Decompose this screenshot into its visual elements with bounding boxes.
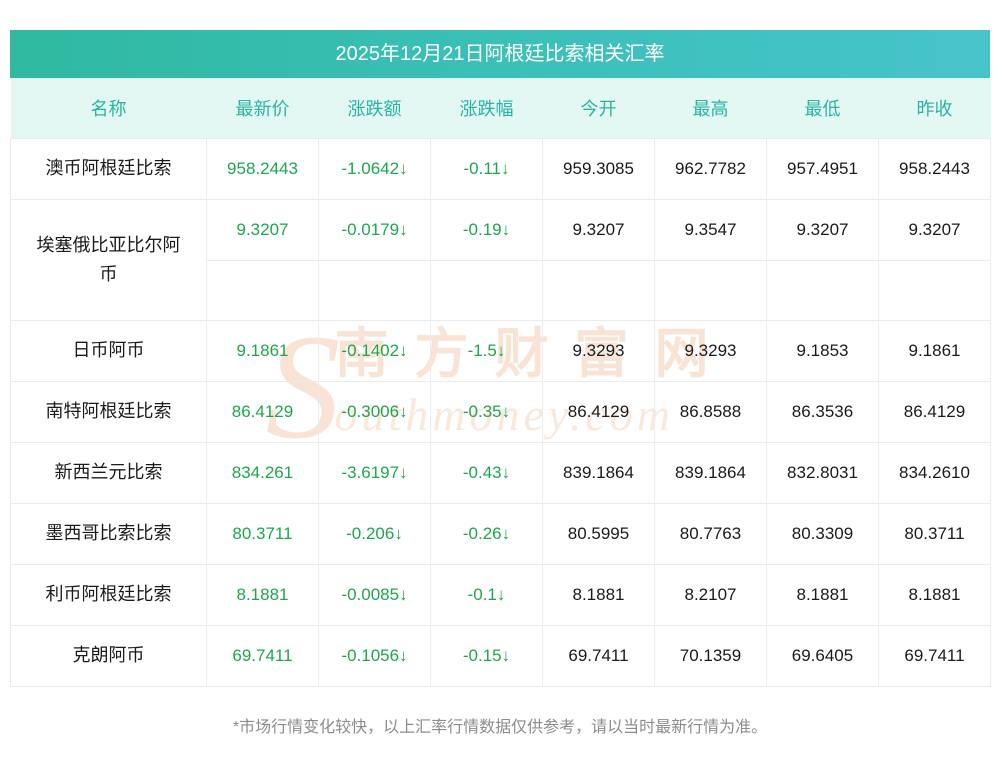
column-header-latest-price: 最新价 [206, 78, 319, 138]
change-percent: -0.35↓ [430, 380, 543, 443]
change-amount: -1.0642↓ [318, 137, 431, 200]
open-price: 9.3207 [542, 198, 655, 261]
column-header-name: 名称 [10, 78, 207, 138]
prev-close-price: 958.2443 [878, 137, 991, 200]
low-price: 957.4951 [766, 137, 879, 200]
column-header-low: 最低 [766, 78, 879, 138]
change-amount: -0.0179↓ [318, 198, 431, 261]
change-percent: -0.11↓ [430, 137, 543, 200]
latest-price: 69.7411 [206, 624, 319, 687]
currency-name: 埃塞俄比亚比尔阿币 [10, 198, 207, 321]
prev-close-price: 80.3711 [878, 502, 991, 565]
low-price: 9.1853 [766, 319, 879, 382]
table-row: 埃塞俄比亚比尔阿币 9.3207 -0.0179↓ -0.19↓ 9.3207 … [10, 198, 991, 321]
column-header-high: 最高 [654, 78, 767, 138]
change-amount: -0.1056↓ [318, 624, 431, 687]
change-percent: -0.19↓ [430, 198, 543, 261]
empty-cell [766, 259, 879, 321]
change-amount: -0.3006↓ [318, 380, 431, 443]
latest-price: 86.4129 [206, 380, 319, 443]
exchange-rate-table: 名称 最新价 涨跌额 涨跌幅 今开 最高 最低 昨收 澳币阿根廷比索 958.2… [10, 78, 991, 687]
prev-close-price: 8.1881 [878, 563, 991, 626]
latest-price: 80.3711 [206, 502, 319, 565]
empty-cell [542, 259, 655, 321]
change-amount: -0.1402↓ [318, 319, 431, 382]
column-header-open: 今开 [542, 78, 655, 138]
latest-price: 8.1881 [206, 563, 319, 626]
open-price: 839.1864 [542, 441, 655, 504]
low-price: 69.6405 [766, 624, 879, 687]
change-amount: -3.6197↓ [318, 441, 431, 504]
table-row: 利币阿根廷比索 8.1881 -0.0085↓ -0.1↓ 8.1881 8.2… [10, 563, 991, 626]
header-row: 名称 最新价 涨跌额 涨跌幅 今开 最高 最低 昨收 [10, 78, 991, 138]
change-percent: -0.15↓ [430, 624, 543, 687]
low-price: 86.3536 [766, 380, 879, 443]
disclaimer-note: *市场行情变化较快，以上汇率行情数据仅供参考，请以当时最新行情为准。 [232, 718, 768, 736]
change-amount: -0.0085↓ [318, 563, 431, 626]
change-percent: -0.26↓ [430, 502, 543, 565]
prev-close-price: 9.1861 [878, 319, 991, 382]
low-price: 9.3207 [766, 198, 879, 261]
currency-name: 澳币阿根廷比索 [10, 137, 207, 200]
empty-cell [654, 259, 767, 321]
open-price: 80.5995 [542, 502, 655, 565]
latest-price: 958.2443 [206, 137, 319, 200]
column-header-change-amount: 涨跌额 [318, 78, 431, 138]
currency-name: 利币阿根廷比索 [10, 563, 207, 626]
high-price: 9.3293 [654, 319, 767, 382]
latest-price: 834.261 [206, 441, 319, 504]
change-percent: -1.5↓ [430, 319, 543, 382]
table-header: 名称 最新价 涨跌额 涨跌幅 今开 最高 最低 昨收 [10, 78, 991, 138]
open-price: 86.4129 [542, 380, 655, 443]
prev-close-price: 9.3207 [878, 198, 991, 261]
rate-table-container: 2025年12月21日阿根廷比索相关汇率 名称 最新价 涨跌额 涨跌幅 今开 最… [10, 30, 991, 737]
table-row: 澳币阿根廷比索 958.2443 -1.0642↓ -0.11↓ 959.308… [10, 137, 991, 200]
change-percent: -0.43↓ [430, 441, 543, 504]
high-price: 80.7763 [654, 502, 767, 565]
table-row: 新西兰元比索 834.261 -3.6197↓ -0.43↓ 839.1864 … [10, 441, 991, 504]
column-header-change-percent: 涨跌幅 [430, 78, 543, 138]
table-row: 南特阿根廷比索 86.4129 -0.3006↓ -0.35↓ 86.4129 … [10, 380, 991, 443]
column-header-prev-close: 昨收 [878, 78, 991, 138]
open-price: 69.7411 [542, 624, 655, 687]
low-price: 80.3309 [766, 502, 879, 565]
currency-name: 新西兰元比索 [10, 441, 207, 504]
empty-cell [878, 259, 991, 321]
empty-cell [430, 259, 543, 321]
currency-name: 日币阿币 [10, 319, 207, 382]
high-price: 70.1359 [654, 624, 767, 687]
currency-name: 克朗阿币 [10, 624, 207, 687]
currency-name: 南特阿根廷比索 [10, 380, 207, 443]
table-row: 日币阿币 9.1861 -0.1402↓ -1.5↓ 9.3293 9.3293… [10, 319, 991, 382]
empty-cell [206, 259, 319, 321]
prev-close-price: 834.2610 [878, 441, 991, 504]
open-price: 8.1881 [542, 563, 655, 626]
prev-close-price: 69.7411 [878, 624, 991, 687]
table-row: 墨西哥比索比索 80.3711 -0.206↓ -0.26↓ 80.5995 8… [10, 502, 991, 565]
empty-cell [318, 259, 431, 321]
latest-price: 9.1861 [206, 319, 319, 382]
page-title: 2025年12月21日阿根廷比索相关汇率 [10, 30, 990, 78]
high-price: 9.3547 [654, 198, 767, 261]
low-price: 832.8031 [766, 441, 879, 504]
prev-close-price: 86.4129 [878, 380, 991, 443]
high-price: 8.2107 [654, 563, 767, 626]
latest-price: 9.3207 [206, 198, 319, 261]
open-price: 959.3085 [542, 137, 655, 200]
high-price: 962.7782 [654, 137, 767, 200]
low-price: 8.1881 [766, 563, 879, 626]
currency-name: 墨西哥比索比索 [10, 502, 207, 565]
change-percent: -0.1↓ [430, 563, 543, 626]
high-price: 839.1864 [654, 441, 767, 504]
change-amount: -0.206↓ [318, 502, 431, 565]
high-price: 86.8588 [654, 380, 767, 443]
table-row: 克朗阿币 69.7411 -0.1056↓ -0.15↓ 69.7411 70.… [10, 624, 991, 687]
table-body: 澳币阿根廷比索 958.2443 -1.0642↓ -0.11↓ 959.308… [10, 137, 991, 687]
open-price: 9.3293 [542, 319, 655, 382]
